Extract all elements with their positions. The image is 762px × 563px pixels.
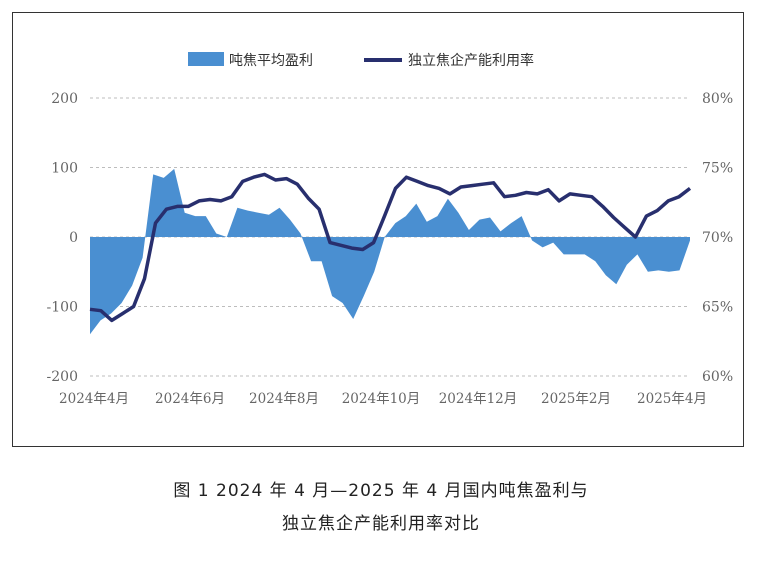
y-right-tick-label: 80%: [702, 91, 733, 107]
x-tick-label: 2024年6月: [155, 391, 225, 407]
legend-swatch-profit: [188, 52, 224, 66]
right-y-axis: 80% 75% 70% 65% 60%: [702, 91, 733, 385]
utilization-line: [89, 172, 692, 323]
x-tick-label: 2024年10月: [342, 391, 421, 407]
legend-label-profit: 吨焦平均盈利: [229, 53, 313, 69]
legend-label-utilization: 独立焦企产能利用率: [408, 52, 534, 69]
y-right-tick-label: 65%: [702, 300, 733, 316]
y-right-tick-label: 75%: [702, 161, 733, 177]
y-left-tick-label: -200: [47, 369, 78, 385]
x-tick-label: 2024年4月: [59, 391, 129, 407]
legend: 吨焦平均盈利 独立焦企产能利用率: [188, 52, 534, 69]
chart-frame: [12, 12, 744, 447]
y-left-tick-label: 200: [51, 91, 78, 107]
utilization-line-series: [89, 172, 692, 323]
x-tick-label: 2024年8月: [249, 391, 319, 407]
x-axis: 2024年4月 2024年6月 2024年8月 2024年10月 2024年12月 202…: [59, 391, 707, 407]
left-y-axis: 200 100 0 -100 -200: [47, 91, 78, 385]
profit-area: [90, 168, 690, 335]
y-left-tick-label: -100: [47, 300, 78, 316]
profit-area-series: [90, 168, 690, 335]
y-right-tick-label: 70%: [702, 230, 733, 246]
figure-caption-line1: 图 1 2024 年 4 月—2025 年 4 月国内吨焦盈利与: [173, 481, 589, 501]
y-left-tick-label: 100: [51, 161, 78, 177]
figure-caption-line2: 独立焦企产能利用率对比: [282, 514, 480, 534]
x-tick-label: 2025年2月: [541, 391, 611, 407]
y-left-tick-label: 0: [69, 230, 78, 246]
y-right-tick-label: 60%: [702, 369, 733, 385]
x-tick-label: 2025年4月: [637, 391, 707, 407]
x-tick-label: 2024年12月: [439, 391, 518, 407]
